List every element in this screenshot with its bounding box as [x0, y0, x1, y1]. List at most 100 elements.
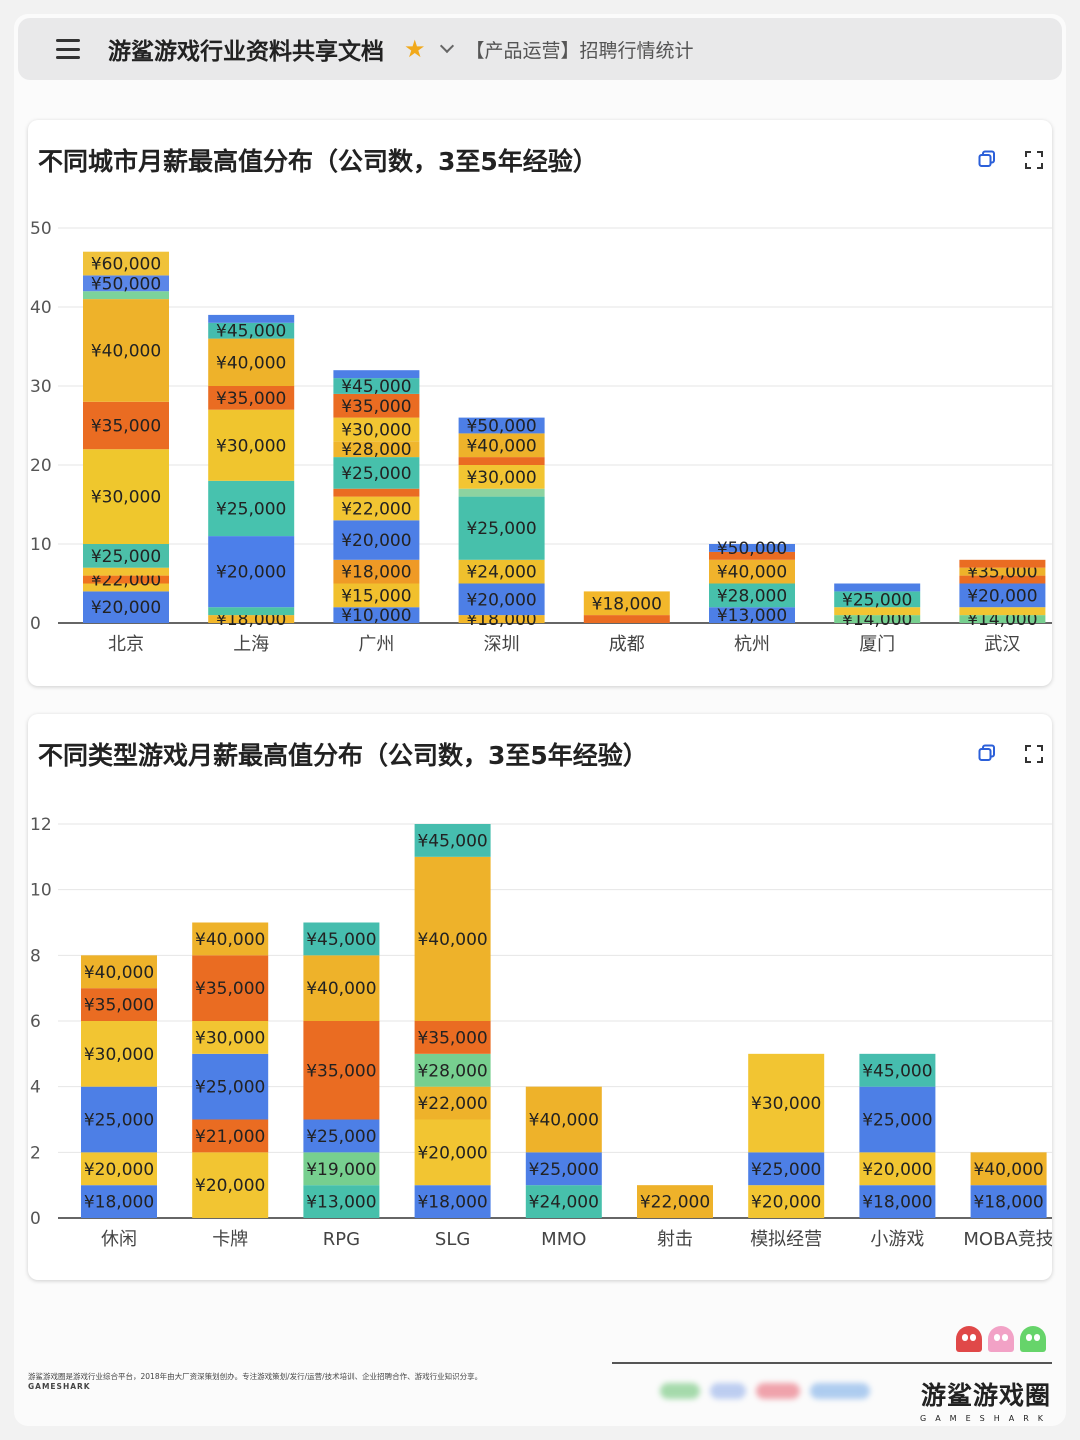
data-label: ¥35,000: [84, 996, 154, 1016]
bar-segment: [748, 1152, 825, 1186]
chevron-down-icon[interactable]: [439, 38, 454, 54]
data-label: ¥45,000: [306, 930, 376, 950]
brand-logo-name: 游鲨游戏圈: [920, 1381, 1051, 1410]
partner-logos: [660, 1380, 910, 1402]
data-label: ¥40,000: [973, 1160, 1043, 1180]
menu-icon[interactable]: [56, 39, 80, 59]
bar-segment: [192, 922, 269, 956]
data-label: ¥20,000: [84, 1160, 154, 1180]
data-label: ¥18,000: [973, 1193, 1043, 1213]
data-label: ¥25,000: [466, 519, 536, 539]
y-tick-label: 2: [30, 1143, 41, 1163]
bar-segment: [834, 583, 921, 592]
bar-segment: [303, 922, 380, 956]
bar-segment: [208, 386, 295, 410]
data-label: ¥40,000: [195, 930, 265, 950]
bar-segment: [748, 1053, 825, 1153]
data-label: ¥19,000: [306, 1160, 376, 1180]
data-label: ¥40,000: [91, 341, 161, 361]
bar-segment: [458, 583, 545, 616]
x-tick-label: 武汉: [984, 634, 1020, 655]
green-ghost-icon: [1020, 1326, 1046, 1352]
copy-icon[interactable]: [978, 150, 996, 168]
bar-segment: [959, 607, 1046, 616]
data-label: ¥45,000: [417, 831, 487, 851]
bar-segment: [458, 488, 545, 497]
bar-segment: [81, 1185, 157, 1218]
star-icon[interactable]: ★: [404, 35, 426, 63]
data-label: ¥60,000: [91, 255, 161, 275]
data-label: ¥28,000: [341, 440, 411, 460]
data-label: ¥25,000: [341, 464, 411, 484]
expand-icon[interactable]: [1024, 744, 1044, 764]
data-label: ¥30,000: [91, 488, 161, 508]
data-label: ¥40,000: [84, 963, 154, 983]
bar-segment: [333, 583, 420, 608]
bar-segment: [81, 1021, 157, 1087]
bar-segment: [208, 322, 295, 339]
x-tick-label: 卡牌: [212, 1229, 248, 1250]
y-tick-label: 8: [30, 946, 41, 966]
bar-segment: [959, 567, 1046, 576]
data-label: ¥28,000: [717, 586, 787, 606]
genre-salary-chart: 0 2 4 6 8 10 12 ¥18,000 ¥20,000 ¥25,000 ¥30,000 ¥35…: [30, 815, 1052, 1250]
data-label: ¥25,000: [306, 1127, 376, 1147]
bar-segment: [709, 607, 795, 623]
footer-description-text: 游鲨游戏圈是游戏行业综合平台，2018年由大厂资深策划创办。专注游戏策划/发行/…: [28, 1372, 483, 1381]
data-label: ¥20,000: [341, 531, 411, 551]
data-label: ¥25,000: [84, 1111, 154, 1131]
bar-segment: [414, 1119, 491, 1186]
x-tick-label: 模拟经营: [750, 1229, 822, 1250]
data-label: ¥10,000: [341, 606, 411, 626]
x-tick-label: SLG: [435, 1229, 470, 1250]
x-tick-label: RPG: [323, 1229, 360, 1250]
x-tick-label: 成都: [609, 634, 645, 655]
data-label: ¥45,000: [216, 322, 286, 342]
data-label: ¥40,000: [717, 563, 787, 583]
bar-segment: [333, 378, 420, 394]
data-label: ¥40,000: [216, 353, 286, 373]
bar-segment: [970, 1152, 1047, 1186]
bar-segment: [83, 567, 169, 576]
data-label: ¥30,000: [84, 1045, 154, 1065]
data-label: ¥24,000: [529, 1193, 599, 1213]
bar-segment: [834, 615, 921, 623]
doc-title: 游鲨游戏行业资料共享文档: [108, 39, 384, 65]
data-label: ¥50,000: [717, 539, 787, 559]
data-label: ¥25,000: [91, 547, 161, 567]
data-label: ¥28,000: [417, 1061, 487, 1081]
bar-segment: [303, 1152, 380, 1186]
bar-segment: [834, 607, 921, 616]
sheet-name[interactable]: 【产品运营】招聘行情统计: [465, 39, 694, 62]
x-tick-label: MMO: [541, 1229, 586, 1250]
x-tick-label: 厦门: [859, 634, 895, 655]
bar-segment: [333, 520, 420, 560]
bar-segment: [83, 291, 169, 300]
data-label: ¥25,000: [216, 499, 286, 519]
bar-segment: [458, 457, 545, 465]
data-label: ¥25,000: [842, 590, 912, 610]
data-label: ¥15,000: [341, 586, 411, 606]
bar-segment: [414, 1185, 491, 1218]
top-bar: 游鲨游戏行业资料共享文档 ★ 【产品运营】招聘行情统计: [18, 18, 1062, 80]
bar-segment: [303, 955, 380, 1021]
bar-segment: [834, 591, 921, 608]
footer-description: 游鲨游戏圈是游戏行业综合平台，2018年由大厂资深策划创办。专注游戏策划/发行/…: [28, 1372, 482, 1392]
bar-segment: [208, 615, 295, 623]
bar-segment: [333, 496, 420, 521]
data-label: ¥13,000: [717, 606, 787, 626]
bar-segment: [748, 1185, 825, 1218]
partner-logo: [660, 1383, 700, 1399]
bar-segment: [970, 1185, 1047, 1218]
bar-segment: [208, 607, 295, 616]
bar-segment: [303, 1119, 380, 1153]
data-label: ¥40,000: [466, 436, 536, 456]
expand-icon[interactable]: [1024, 150, 1044, 170]
bar-segment: [192, 1152, 269, 1218]
copy-icon[interactable]: [978, 744, 996, 762]
bar-segment: [959, 615, 1046, 623]
x-tick-label: 深圳: [484, 634, 520, 655]
data-label: ¥35,000: [91, 417, 161, 437]
data-label: ¥50,000: [91, 274, 161, 294]
y-tick-label: 50: [30, 219, 52, 239]
